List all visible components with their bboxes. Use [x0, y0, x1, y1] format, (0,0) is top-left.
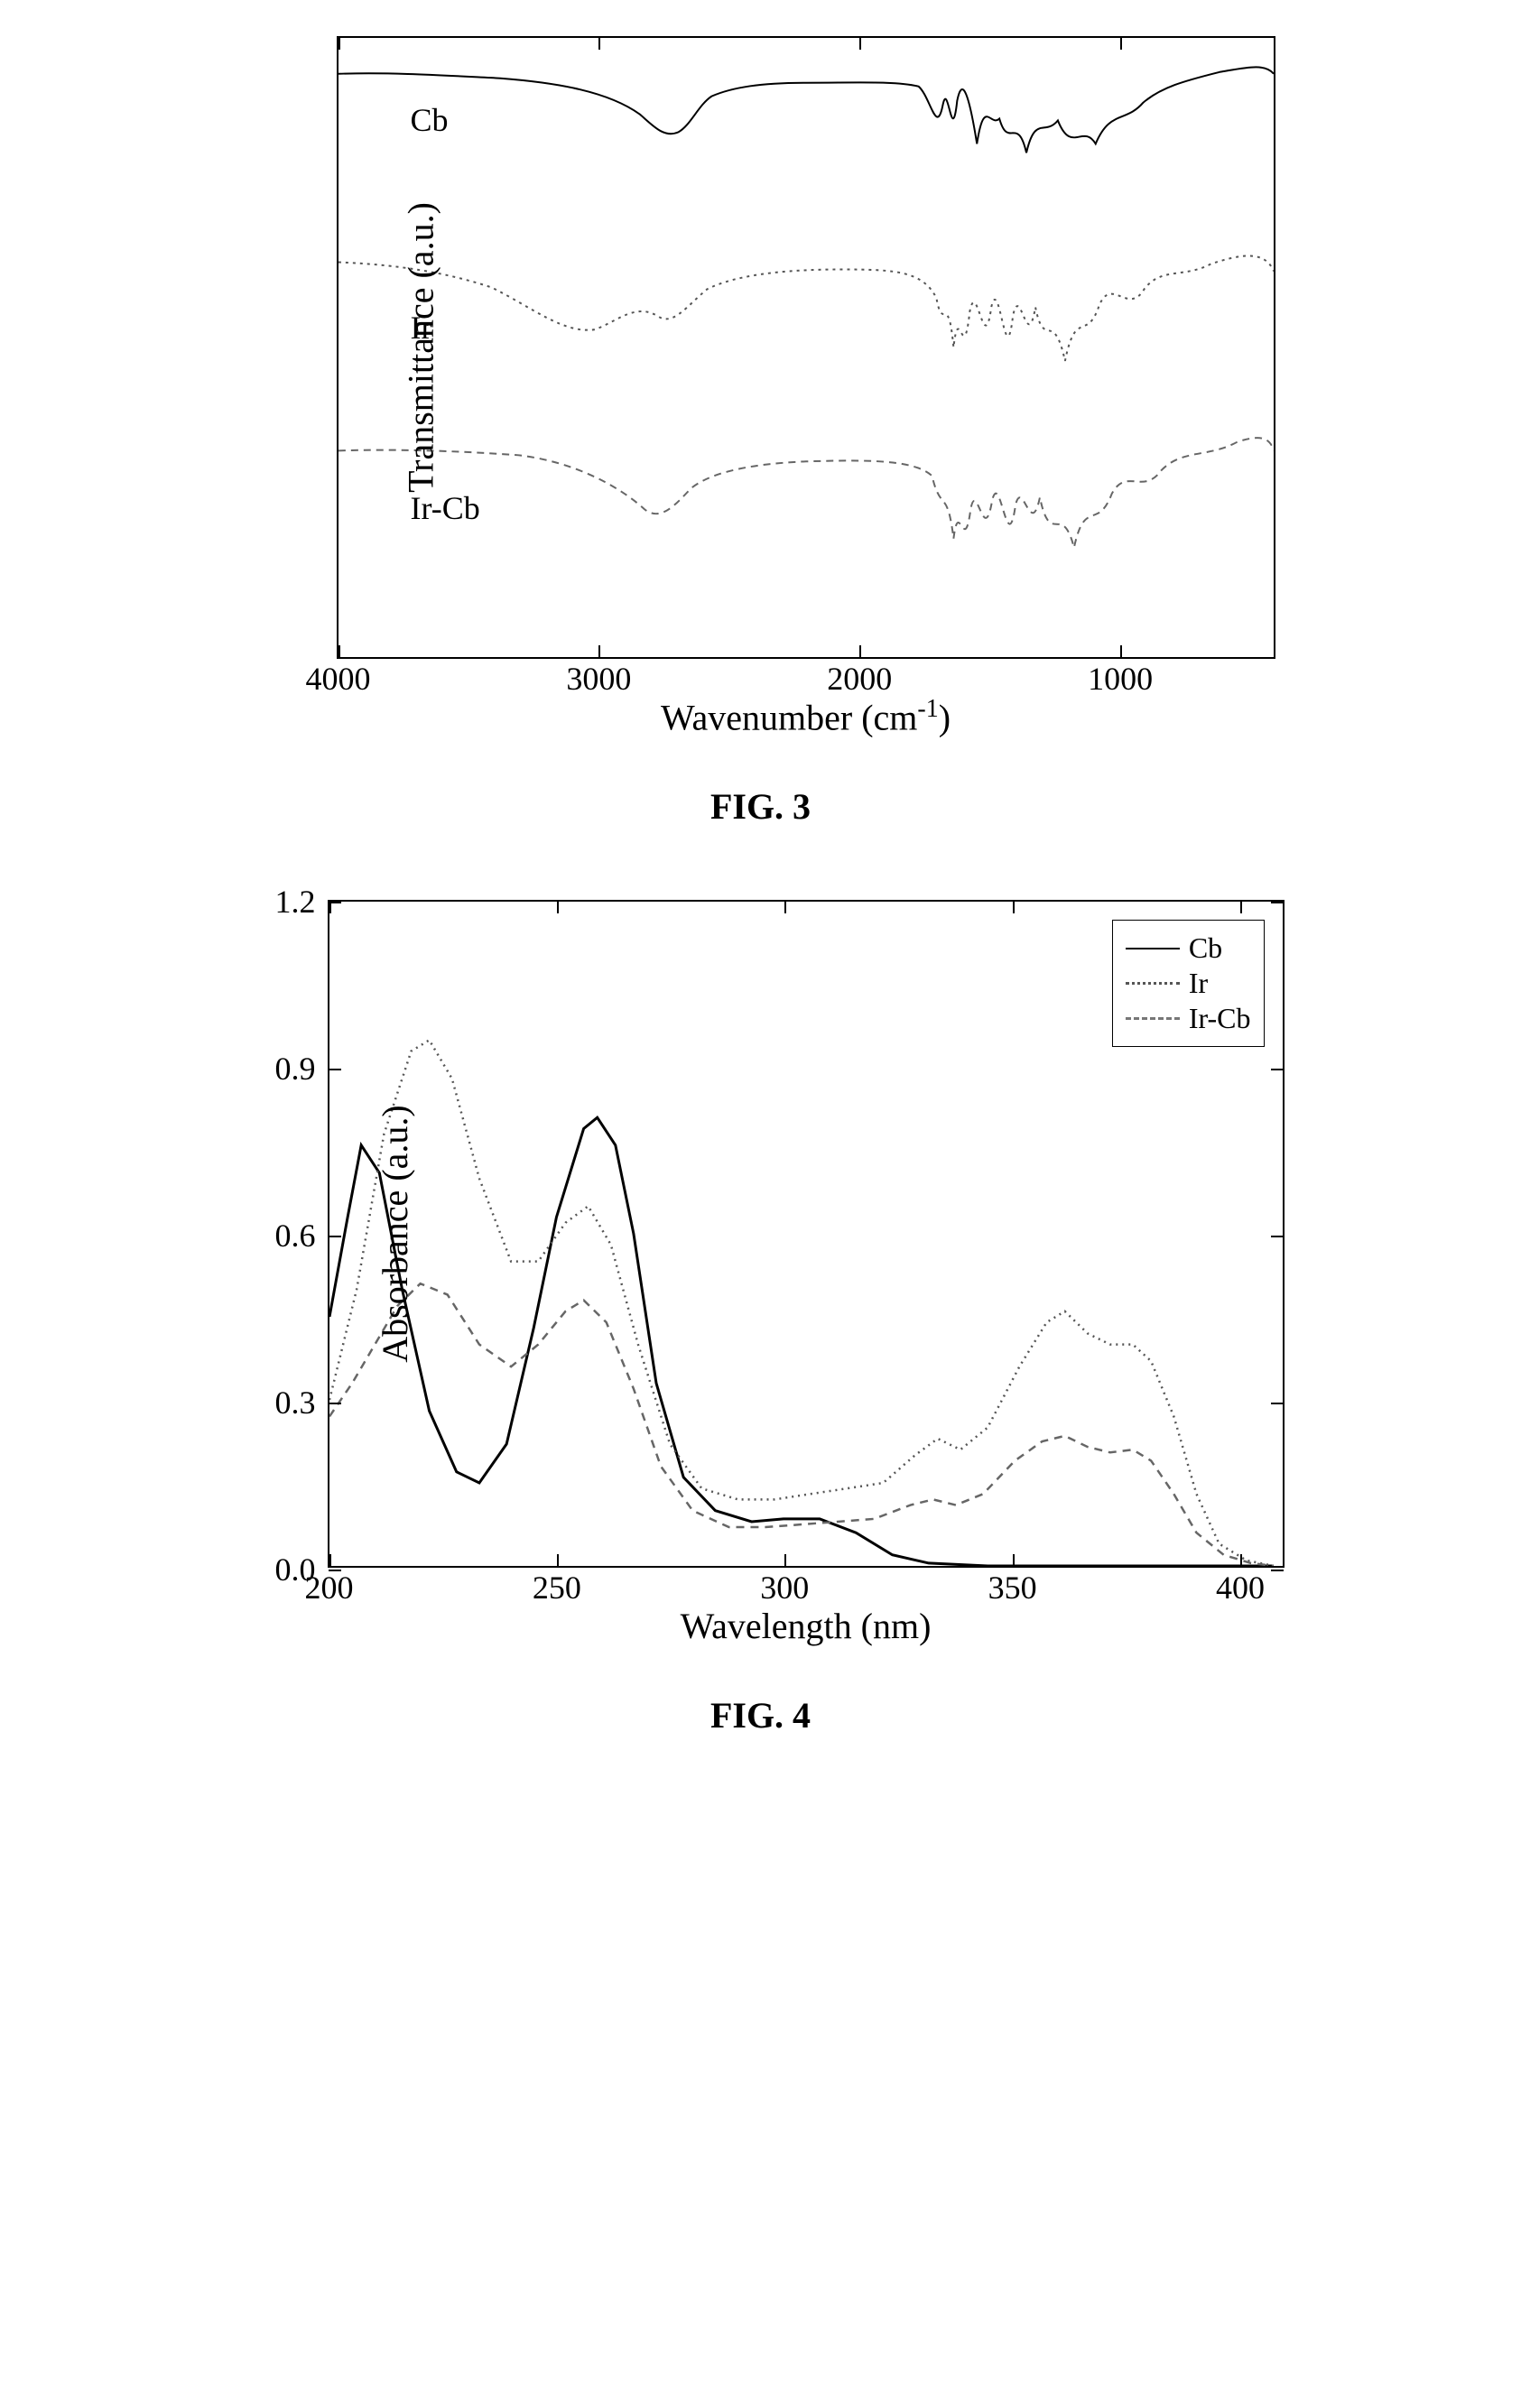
legend-item-Cb: Cb: [1126, 931, 1251, 965]
legend-swatch: [1126, 982, 1180, 985]
legend-label: Ir-Cb: [1189, 1002, 1251, 1035]
figure-3-caption: FIG. 3: [710, 785, 811, 828]
uvvis-ytick-label: 0.0: [244, 1551, 316, 1588]
ftir-xtick-label: 4000: [306, 660, 371, 698]
uvvis-legend: CbIrIr-Cb: [1112, 920, 1265, 1047]
figure-4: 2002503003504000.00.30.60.91.2 CbIrIr-Cb…: [36, 900, 1485, 1737]
uvvis-ylabel: Absorbance (a.u.): [374, 1105, 416, 1362]
uvvis-ytick-label: 0.6: [244, 1217, 316, 1255]
uvvis-series-Ir-Cb: [329, 1283, 1274, 1566]
uvvis-xtick-label: 350: [988, 1569, 1037, 1607]
uvvis-ytick-label: 0.9: [244, 1050, 316, 1088]
ftir-xtick-label: 1000: [1088, 660, 1153, 698]
ftir-series-label-Ir-Cb: Ir-Cb: [411, 489, 480, 527]
legend-swatch: [1126, 1017, 1180, 1020]
uvvis-xtick-label: 400: [1216, 1569, 1265, 1607]
uvvis-ytick-label: 0.3: [244, 1384, 316, 1422]
uvvis-xtick-label: 250: [533, 1569, 581, 1607]
legend-label: Cb: [1189, 931, 1222, 965]
legend-item-Ir-Cb: Ir-Cb: [1126, 1002, 1251, 1035]
legend-swatch: [1126, 948, 1180, 949]
ftir-series-Cb: [339, 67, 1274, 153]
uvvis-series-Cb: [329, 1117, 1274, 1566]
uvvis-xtick-label: 300: [760, 1569, 809, 1607]
ftir-svg: [339, 38, 1274, 657]
ftir-series-Ir: [339, 255, 1274, 360]
uvvis-xlabel: Wavelength (nm): [681, 1605, 932, 1647]
uvvis-plot-area: 2002503003504000.00.30.60.91.2 CbIrIr-Cb…: [328, 900, 1285, 1568]
figure-4-caption: FIG. 4: [710, 1694, 811, 1737]
ftir-ylabel: Transmittance (a.u.): [399, 202, 441, 493]
legend-label: Ir: [1189, 967, 1208, 1000]
ftir-xlabel: Wavenumber (cm-1): [661, 695, 951, 738]
ftir-xtick-label: 2000: [827, 660, 892, 698]
page-container: 4000300020001000 CbIrIr-Cb Transmittance…: [36, 36, 1485, 1737]
legend-item-Ir: Ir: [1126, 967, 1251, 1000]
ftir-xtick-label: 3000: [566, 660, 631, 698]
uvvis-ytick-label: 1.2: [244, 883, 316, 921]
ftir-series-label-Cb: Cb: [411, 101, 449, 139]
figure-3: 4000300020001000 CbIrIr-Cb Transmittance…: [36, 36, 1485, 828]
ftir-plot-area: 4000300020001000 CbIrIr-Cb Transmittance…: [337, 36, 1275, 659]
uvvis-series-Ir: [329, 1040, 1274, 1566]
